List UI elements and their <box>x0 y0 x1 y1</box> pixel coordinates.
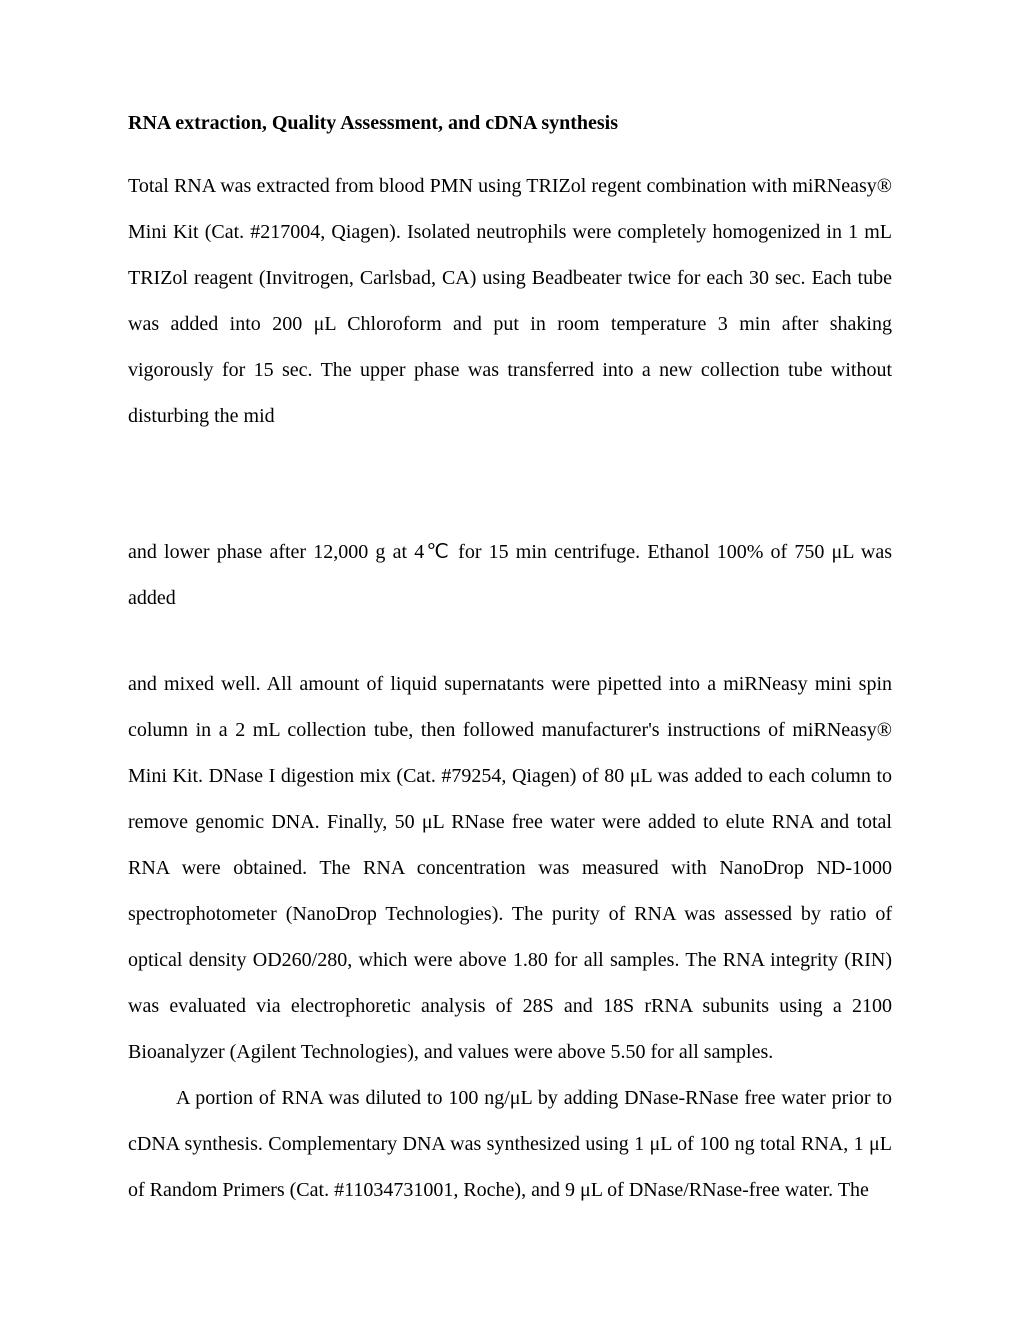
spacer <box>128 439 892 529</box>
paragraph-3: and mixed well. All amount of liquid sup… <box>128 661 892 1075</box>
spacer <box>128 621 892 661</box>
section-heading: RNA extraction, Quality Assessment, and … <box>128 112 892 135</box>
paragraph-4: A portion of RNA was diluted to 100 ng/μ… <box>128 1075 892 1213</box>
paragraph-2: and lower phase after 12,000 g at 4℃ for… <box>128 529 892 621</box>
paragraph-1: Total RNA was extracted from blood PMN u… <box>128 163 892 439</box>
document-page: RNA extraction, Quality Assessment, and … <box>0 0 1020 1320</box>
